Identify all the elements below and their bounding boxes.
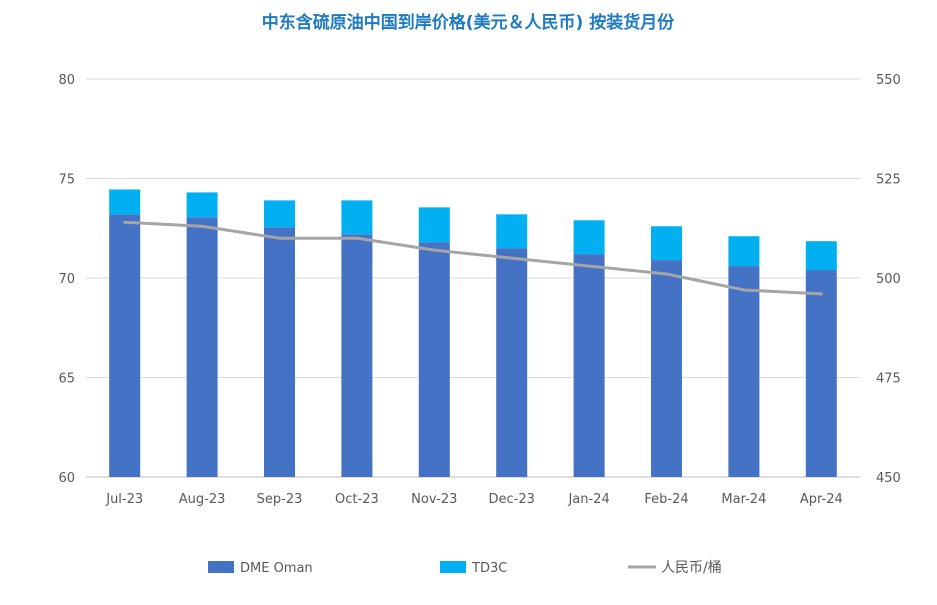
legend-swatch-td3c — [440, 561, 466, 573]
bar-td3c — [805, 241, 837, 271]
x-tick-label: Dec-23 — [489, 492, 535, 507]
x-tick-label: Apr-24 — [800, 492, 843, 507]
y-left-tick-label: 75 — [58, 173, 75, 188]
bar-td3c — [573, 220, 605, 255]
bar-td3c — [418, 207, 450, 243]
x-tick-label: Feb-24 — [644, 492, 688, 507]
y-left-tick-label: 70 — [58, 272, 75, 287]
chart-title: 中东含硫原油中国到岸价格(美元＆人民币) 按装货月份 — [262, 12, 675, 33]
bar-td3c — [496, 214, 528, 249]
bar-dme-oman — [341, 234, 373, 477]
x-tick-label: Jul-23 — [105, 492, 143, 507]
x-tick-label: Sep-23 — [257, 492, 303, 507]
bar-td3c — [109, 189, 141, 215]
bar-td3c — [264, 200, 295, 228]
bar-dme-oman — [109, 214, 141, 477]
bar-dme-oman — [805, 270, 837, 477]
line-rmb-per-barrel — [123, 220, 823, 296]
y-right-tick-label: 450 — [876, 471, 901, 486]
y-right-tick-label: 550 — [876, 73, 901, 88]
y-left-tick-label: 80 — [58, 73, 75, 88]
bar-dme-oman — [573, 254, 605, 477]
bar-dme-oman — [651, 260, 682, 477]
bar-dme-oman — [418, 242, 450, 477]
bar-td3c — [186, 192, 218, 218]
y-right-tick-label: 525 — [876, 173, 901, 188]
legend-label-dme-oman: DME Oman — [240, 561, 313, 576]
y-right-tick-label: 500 — [876, 272, 901, 287]
y-right-tick-label: 475 — [876, 372, 901, 387]
rmb-line — [123, 220, 823, 296]
bar-dme-oman — [496, 248, 528, 477]
legend-label-rmb: 人民币/桶 — [661, 560, 722, 576]
x-tick-label: Aug-23 — [179, 492, 226, 507]
bar-td3c — [728, 236, 760, 267]
bars — [109, 189, 837, 477]
x-tick-label: Nov-23 — [411, 492, 457, 507]
legend: DME Oman TD3C 人民币/桶 — [208, 560, 722, 576]
bar-dme-oman — [186, 217, 218, 477]
y-left-tick-label: 60 — [58, 471, 75, 486]
bar-td3c — [651, 226, 682, 261]
x-tick-label: Mar-24 — [721, 492, 766, 507]
bar-td3c — [341, 200, 373, 235]
bar-dme-oman — [264, 227, 295, 477]
legend-swatch-dme-oman — [208, 561, 234, 573]
axes: 60 65 70 75 80 450 475 500 525 550 Jul-23 Aug-23 Sep… — [58, 73, 900, 507]
bar-dme-oman — [728, 266, 760, 477]
legend-label-td3c: TD3C — [471, 561, 507, 576]
y-left-tick-label: 65 — [58, 372, 75, 387]
x-tick-label: Jan-24 — [567, 492, 609, 507]
x-tick-label: Oct-23 — [335, 492, 379, 507]
